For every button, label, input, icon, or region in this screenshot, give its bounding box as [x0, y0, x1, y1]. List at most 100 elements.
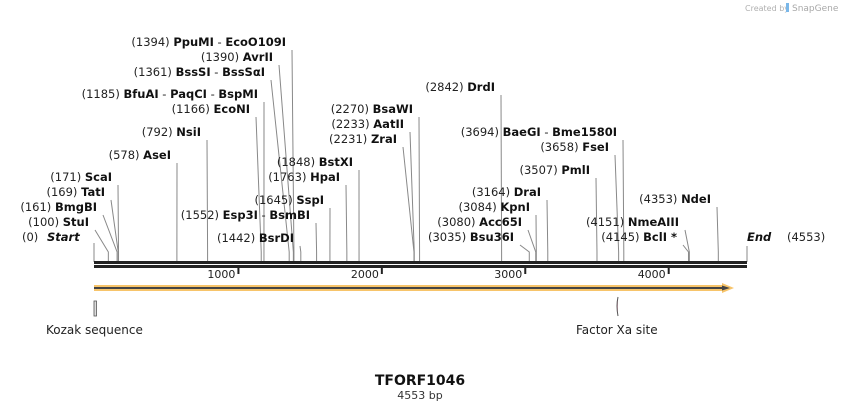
tick-label: 3000: [494, 268, 522, 281]
end-label: End: [747, 230, 772, 244]
enzyme-name: NmeAIII: [628, 215, 679, 229]
feature-label-factor-xa: Factor Xa site: [576, 323, 658, 337]
site-label: (3035) Bsu36I: [428, 230, 514, 244]
enzyme-name: BmgBI: [55, 200, 97, 214]
enzyme-name: ScaI: [85, 170, 112, 184]
enzyme-name: EcoO109I: [225, 35, 286, 49]
restriction-site[interactable]: (4353) NdeI: [639, 192, 719, 261]
enzyme-name: BssSI: [176, 65, 211, 79]
site-label: (578) AseI: [109, 148, 171, 162]
site-label: (3080) Acc65I: [437, 215, 522, 229]
enzyme-name: BstXI: [319, 155, 353, 169]
tick-mark: [667, 268, 670, 274]
enzyme-name: Acc65I: [479, 215, 522, 229]
restriction-site[interactable]: (1763) HpaI: [268, 170, 348, 261]
restriction-site[interactable]: (1390) AvrII: [201, 50, 294, 261]
site-label: (3084) KpnI: [458, 200, 530, 214]
restriction-site[interactable]: (578) AseI: [109, 148, 178, 261]
enzyme-name: BclI *: [643, 230, 677, 244]
restriction-site[interactable]: (3507) PmlI: [519, 163, 598, 261]
restriction-site[interactable]: (4145) BclI *: [601, 230, 689, 261]
site-label: (100) StuI: [28, 215, 89, 229]
site-label: (792) NsiI: [142, 125, 201, 139]
restriction-site[interactable]: (171) ScaI: [50, 170, 120, 261]
enzyme-name: DrdI: [467, 80, 495, 94]
restriction-site[interactable]: (3164) DraI: [472, 185, 549, 261]
restriction-site[interactable]: (2842) DrdI: [425, 80, 503, 261]
site-label: (171) ScaI: [50, 170, 112, 184]
site-label: (1185) BfuAI - PaqCI - BspMI: [82, 87, 258, 101]
restriction-site[interactable]: (1361) BssSI - BssSαI: [134, 65, 290, 261]
restriction-site[interactable]: (3694) BaeGI - Bme1580I: [461, 125, 625, 261]
enzyme-name: BspMI: [218, 87, 258, 101]
kozak-marker-icon: [93, 300, 97, 317]
enzyme-name: FseI: [582, 140, 609, 154]
enzyme-name: EcoNI: [214, 102, 250, 116]
site-label: (1645) SspI: [254, 193, 324, 207]
enzyme-name: KpnI: [500, 200, 530, 214]
enzyme-name: Bsu36I: [470, 230, 514, 244]
restriction-site[interactable]: (792) NsiI: [142, 125, 209, 261]
restriction-site[interactable]: (4151) NmeAIII: [586, 215, 690, 261]
restriction-site[interactable]: (1185) BfuAI - PaqCI - BspMI: [82, 87, 265, 261]
enzyme-name: BsmBI: [269, 208, 310, 222]
snapgene-logo-icon: [786, 3, 789, 12]
restriction-site[interactable]: (2270) BsaWI: [331, 102, 421, 261]
enzyme-name: DraI: [514, 185, 541, 199]
enzyme-name: ZraI: [371, 132, 397, 146]
enzyme-name: SspI: [296, 193, 324, 207]
tick-mark: [237, 268, 240, 274]
feature-kozak[interactable]: Kozak sequence: [46, 300, 143, 337]
restriction-sites: (1394) PpuMI - EcoO109I(1390) AvrII(1361…: [20, 35, 719, 261]
tick-label: 1000: [207, 268, 235, 281]
restriction-site[interactable]: (1166) EcoNI: [172, 102, 262, 261]
enzyme-name: NsiI: [176, 125, 201, 139]
enzyme-name: AseI: [143, 148, 171, 162]
site-label: (161) BmgBI: [20, 200, 97, 214]
restriction-site[interactable]: (3658) FseI: [540, 140, 620, 261]
restriction-site[interactable]: (2233) AatII: [331, 117, 415, 261]
site-label: (2233) AatII: [331, 117, 404, 131]
site-label: (1390) AvrII: [201, 50, 273, 64]
backbone: [94, 261, 747, 268]
enzyme-name: PpuMI: [173, 35, 214, 49]
tick-mark: [524, 268, 527, 274]
enzyme-name: Bme1580I: [552, 125, 617, 139]
credit-prefix: Created by: [745, 4, 789, 13]
feature-factor-xa[interactable]: Factor Xa site: [576, 296, 658, 337]
restriction-site[interactable]: (3084) KpnI: [458, 200, 537, 261]
site-label: (1166) EcoNI: [172, 102, 250, 116]
orf-arrow[interactable]: [94, 283, 734, 293]
site-label: (3164) DraI: [472, 185, 541, 199]
enzyme-name: BfuAI: [124, 87, 159, 101]
restriction-site[interactable]: (1552) Esp3I - BsmBI: [181, 208, 318, 261]
enzyme-name: TatI: [81, 185, 105, 199]
site-label: (2842) DrdI: [425, 80, 495, 94]
restriction-site[interactable]: (1442) BsrDI: [217, 231, 302, 261]
site-label: (2231) ZraI: [329, 132, 397, 146]
site-label: (2270) BsaWI: [331, 102, 413, 116]
enzyme-name: BaeGI: [503, 125, 541, 139]
start-marker: (0) Start: [22, 230, 95, 262]
site-label: (4145) BclI *: [601, 230, 677, 244]
enzyme-name: BsrDI: [259, 231, 294, 245]
restriction-site[interactable]: (100) StuI: [28, 215, 109, 261]
tick-label: 2000: [351, 268, 379, 281]
restriction-site[interactable]: (169) TatI: [47, 185, 119, 261]
restriction-site[interactable]: (3035) Bsu36I: [428, 230, 530, 261]
enzyme-name: AatII: [373, 117, 404, 131]
enzyme-name: NdeI: [681, 192, 711, 206]
restriction-site[interactable]: (1645) SspI: [254, 193, 331, 261]
enzyme-name: PmlI: [561, 163, 590, 177]
restriction-site[interactable]: (1848) BstXI: [277, 155, 360, 261]
factor-xa-marker-icon: [616, 296, 619, 317]
start-position: (0): [22, 230, 38, 244]
feature-label-kozak: Kozak sequence: [46, 323, 143, 337]
credit-brand: SnapGene: [792, 4, 839, 14]
restriction-site[interactable]: (3080) Acc65I: [437, 215, 537, 261]
site-label: (1394) PpuMI - EcoO109I: [131, 35, 286, 49]
restriction-site[interactable]: (161) BmgBI: [20, 200, 118, 261]
restriction-site[interactable]: (1394) PpuMI - EcoO109I: [131, 35, 295, 261]
site-label: (3694) BaeGI - Bme1580I: [461, 125, 617, 139]
restriction-site[interactable]: (2231) ZraI: [329, 132, 415, 261]
